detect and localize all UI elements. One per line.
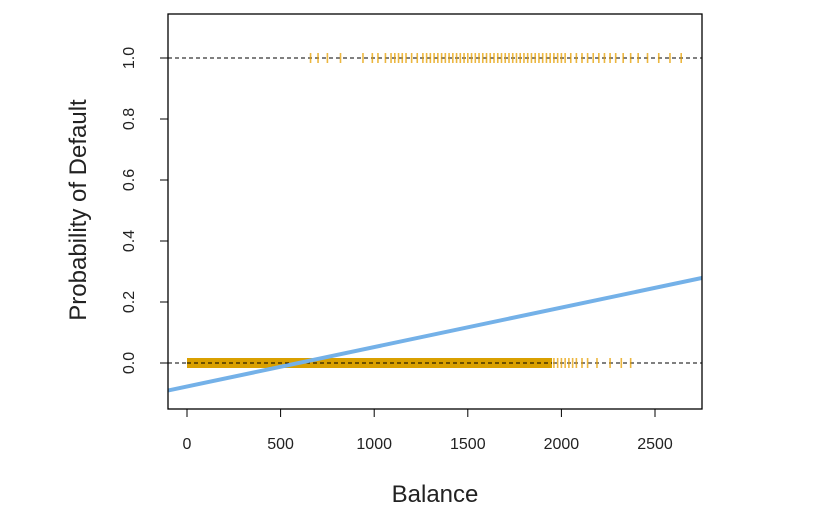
y-tick-label-3: 0.6 [121,169,138,191]
x-tick-label-1: 500 [267,436,294,453]
y-axis-label: Probability of Default [65,99,92,321]
rug-series-default [309,53,683,63]
y-tick-label-5: 1.0 [121,47,138,69]
x-tick-label-2: 1000 [356,436,392,453]
reference-lines [168,57,702,364]
regression-line-group [168,275,702,393]
x-tick-label-0: 0 [183,436,192,453]
y-tick-label-2: 0.4 [121,230,138,252]
y-tick-label-4: 0.8 [121,108,138,130]
x-axis-label: Balance [392,481,479,508]
x-tick-label-5: 2500 [637,436,673,453]
y-axis: 0.0 0.2 0.4 0.6 0.8 1.0 [121,47,169,374]
rug-series-no-default [187,358,632,368]
regression-line [168,275,702,393]
x-tick-label-4: 2000 [544,436,580,453]
x-axis: 0 500 1000 1500 2000 2500 [183,408,673,453]
y-tick-label-0: 0.0 [121,352,138,374]
x-tick-label-3: 1500 [450,436,486,453]
y-tick-label-1: 0.2 [121,291,138,313]
plot-frame [167,13,703,410]
